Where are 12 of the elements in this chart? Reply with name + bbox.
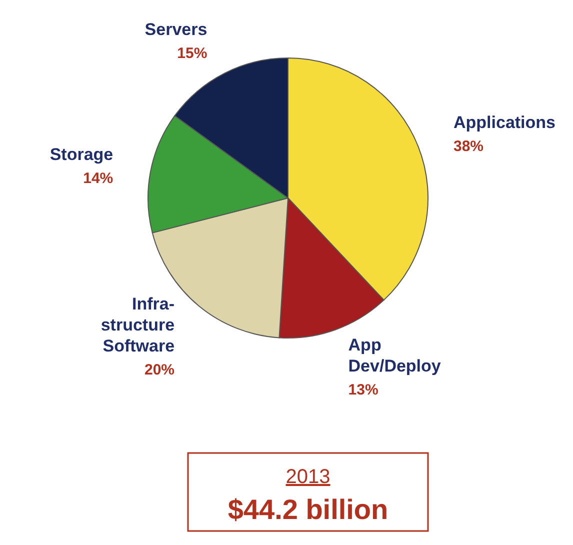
slice-label: Storage xyxy=(50,145,114,164)
data-label: 38% xyxy=(454,138,484,155)
data-label: 20% xyxy=(144,362,175,379)
slice-label: Servers xyxy=(144,20,208,39)
text: $44.2 billion xyxy=(228,494,388,525)
data-label: 14% xyxy=(83,170,114,188)
slice-label: Applications xyxy=(454,112,556,132)
data-label: 13% xyxy=(348,381,378,398)
slice-label: App Dev/Deploy xyxy=(348,335,442,376)
slice-label: Infra- structure Software xyxy=(100,294,175,356)
data-label: 15% xyxy=(177,44,208,62)
text: 2013 xyxy=(286,466,330,488)
